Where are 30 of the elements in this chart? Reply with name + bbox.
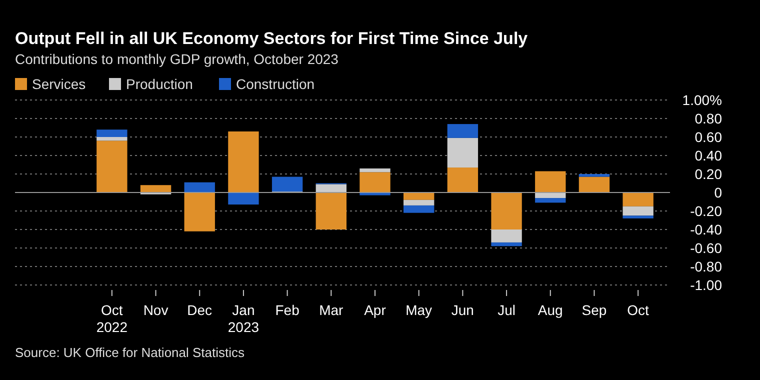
x-tick-label: Sep: [582, 302, 607, 318]
x-tick-label: Apr: [364, 302, 386, 318]
chart-subtitle: Contributions to monthly GDP growth, October 2023: [15, 51, 339, 67]
y-tick-label: 0.20: [694, 166, 722, 182]
y-tick-label: 1.00%: [682, 92, 722, 108]
x-tick-label: Oct: [627, 302, 650, 318]
x-tick-label: Jan 2023: [228, 302, 260, 335]
legend-label: Production: [126, 76, 193, 92]
legend-label: Services: [32, 76, 86, 92]
y-tick-label: -0.80: [690, 258, 722, 274]
x-tick-label: Jun: [451, 302, 474, 318]
y-tick-label: -0.20: [690, 203, 722, 219]
y-tick-label: 0.80: [694, 110, 722, 126]
x-tick-label: Dec: [187, 302, 212, 318]
x-tick-label: Aug: [538, 302, 563, 318]
y-tick-label: -0.40: [690, 222, 722, 238]
y-tick-label: 0.40: [694, 148, 722, 164]
x-tick-label: Feb: [275, 302, 300, 318]
chart-title: Output Fell in all UK Economy Sectors for First Time Since July: [15, 29, 528, 48]
x-tick-label: Mar: [319, 302, 344, 318]
y-tick-label: -1.00: [690, 277, 722, 293]
source-note: Source: UK Office for National Statistics: [15, 345, 246, 360]
x-tick-label: Nov: [143, 302, 168, 318]
y-tick-label: 0.60: [694, 129, 722, 145]
y-tick-label: 0: [714, 184, 722, 200]
y-tick-label: -0.60: [690, 240, 722, 256]
x-tick-label: May: [406, 302, 432, 318]
x-tick-label: Oct 2022: [96, 302, 128, 335]
x-tick-label: Jul: [498, 302, 516, 318]
legend-label: Construction: [236, 76, 315, 92]
